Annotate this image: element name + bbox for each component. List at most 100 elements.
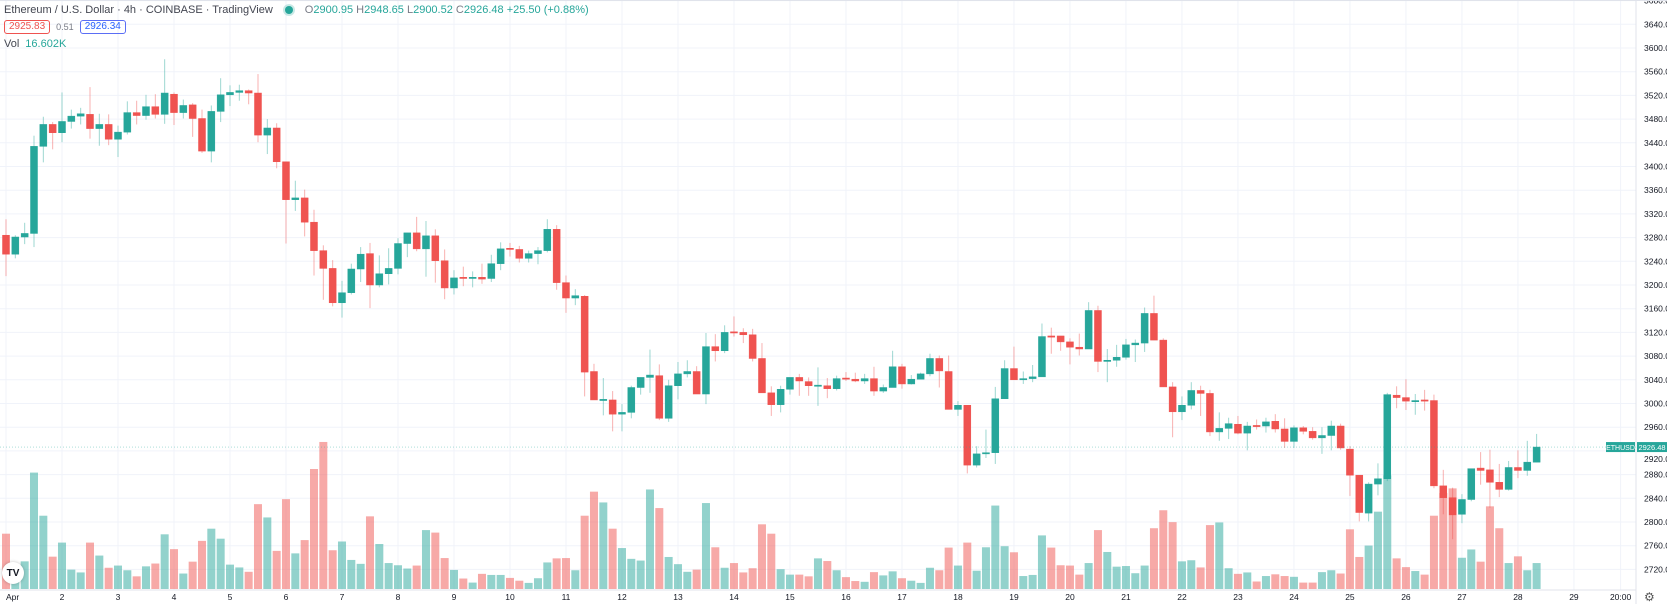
symbol-title[interactable]: Ethereum / U.S. Dollar · 4h · COINBASE ·… xyxy=(4,3,273,16)
volume-bar xyxy=(20,561,29,589)
volume-bar xyxy=(888,571,897,589)
candle-body xyxy=(1112,357,1121,361)
candle-body xyxy=(1206,393,1214,433)
candle-body xyxy=(898,366,906,385)
candle-body xyxy=(319,250,328,269)
candle-body xyxy=(1383,394,1392,479)
volume-label[interactable]: Vol xyxy=(4,37,20,50)
volume-bar xyxy=(1289,576,1298,589)
tradingview-logo-icon[interactable]: TV xyxy=(2,562,24,584)
candle-body xyxy=(440,260,449,289)
candle-body xyxy=(431,235,440,261)
volume-bar xyxy=(524,582,533,589)
x-tick-label: 2 xyxy=(60,592,65,602)
candle-body xyxy=(1252,425,1261,427)
volume-bar xyxy=(1121,566,1130,589)
candle-body xyxy=(95,124,104,129)
candle-body xyxy=(814,384,822,387)
volume-bar xyxy=(953,565,962,589)
y-tick-label: 3480.00 xyxy=(1644,114,1667,124)
candle-body xyxy=(468,277,477,279)
volume-bar xyxy=(1075,574,1084,589)
candle-body xyxy=(76,113,85,117)
x-tick-label: 13 xyxy=(673,592,683,602)
volume-bar xyxy=(1140,565,1149,589)
candle-body xyxy=(207,111,216,152)
candle-body xyxy=(1047,335,1056,338)
candle-body xyxy=(608,399,617,415)
candle-body xyxy=(459,277,468,279)
candle-body xyxy=(1299,427,1308,432)
candle-body xyxy=(842,377,850,380)
volume-bar xyxy=(1149,528,1158,589)
candle-body xyxy=(870,378,878,392)
open-label: O xyxy=(304,3,314,16)
volume-bar xyxy=(916,582,925,589)
x-tick-label: 20 xyxy=(1065,592,1075,602)
volume-bar xyxy=(1271,574,1280,589)
volume-bar xyxy=(151,563,160,589)
volume-bar xyxy=(1439,493,1448,589)
volume-bar xyxy=(1000,546,1009,589)
y-tick-label: 3000.00 xyxy=(1644,399,1667,409)
sell-price-button[interactable]: 2925.83 xyxy=(4,19,51,34)
candle-body xyxy=(954,405,962,410)
volume-bar xyxy=(384,563,393,589)
volume-bar xyxy=(57,542,66,589)
x-tick-label: 25 xyxy=(1345,592,1355,602)
volume-bar xyxy=(1476,561,1485,589)
volume-bar xyxy=(263,517,272,589)
volume-bar xyxy=(1019,576,1028,589)
volume-bar xyxy=(1252,581,1261,589)
candle-body xyxy=(1327,425,1336,436)
volume-bar xyxy=(1103,551,1112,589)
volume-bar xyxy=(963,542,972,589)
y-tick-label: 3320.00 xyxy=(1644,209,1667,219)
volume-bar xyxy=(160,534,169,589)
candle-body xyxy=(1187,390,1196,406)
candle-body xyxy=(450,277,458,289)
candle-body xyxy=(1514,467,1522,471)
volume-bar xyxy=(123,570,132,589)
chart-legend: Ethereum / U.S. Dollar · 4h · COINBASE ·… xyxy=(4,2,589,51)
volume-bar xyxy=(1420,574,1429,589)
volume-bar xyxy=(1457,557,1466,589)
x-tick-label: 14 xyxy=(729,592,739,602)
candle-body xyxy=(1224,423,1233,429)
candle-body xyxy=(1495,482,1504,490)
close-label: C xyxy=(455,3,464,16)
buy-price-button[interactable]: 2926.34 xyxy=(79,19,126,34)
candle-body xyxy=(1262,421,1270,427)
candle-body xyxy=(758,358,766,394)
volume-bar xyxy=(627,558,636,589)
volume-bar xyxy=(393,565,402,589)
candle-body xyxy=(384,268,393,274)
volume-bar xyxy=(879,575,888,589)
y-tick-label: 3440.00 xyxy=(1644,138,1667,148)
volume-bar xyxy=(319,441,328,589)
volume-bar xyxy=(729,563,738,589)
volume-bar xyxy=(804,576,813,589)
candle-body xyxy=(226,92,234,96)
volume-bar xyxy=(1299,582,1308,589)
volume-bar xyxy=(580,515,589,589)
candle-body xyxy=(114,131,122,140)
candle-body xyxy=(67,115,76,122)
gear-icon[interactable]: ⚙ xyxy=(1644,590,1655,604)
y-tick-label: 3680.00 xyxy=(1644,0,1667,6)
candle-body xyxy=(356,253,365,270)
volume-bar xyxy=(1009,552,1018,589)
candle-body xyxy=(142,106,150,116)
volume-bar xyxy=(487,574,496,589)
volume-bar xyxy=(944,547,953,589)
x-tick-label: 8 xyxy=(396,592,401,602)
candle-body xyxy=(1308,431,1317,439)
volume-bar xyxy=(832,570,841,589)
x-tick-label: Apr xyxy=(6,592,19,602)
candle-body xyxy=(272,127,281,163)
x-tick-label: 11 xyxy=(562,592,571,602)
volume-bar xyxy=(1523,570,1532,589)
volume-bar xyxy=(860,581,869,589)
candle-body xyxy=(1290,427,1298,442)
